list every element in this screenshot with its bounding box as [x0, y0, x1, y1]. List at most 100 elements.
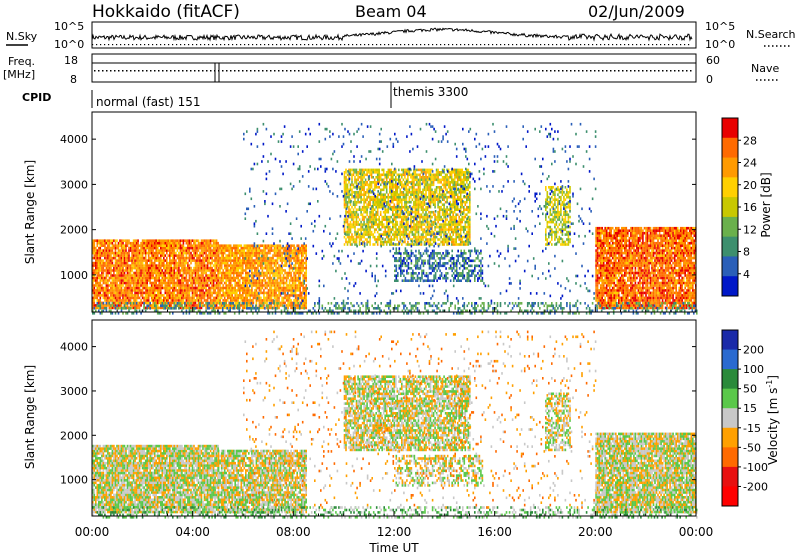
- heatmap-cell: [114, 269, 117, 272]
- heatmap-cell: [429, 225, 432, 229]
- heatmap-cell: [105, 256, 108, 260]
- heatmap-cell: [251, 291, 253, 295]
- heatmap-cell: [305, 276, 307, 280]
- heatmap-cell: [384, 230, 386, 234]
- heatmap-cell: [349, 225, 352, 229]
- heatmap-cell: [270, 271, 273, 275]
- heatmap-cell: [243, 269, 246, 272]
- heatmap-cell: [217, 291, 220, 295]
- heatmap-cell: [413, 215, 415, 219]
- heatmap-cell: [426, 186, 429, 189]
- heatmap-cell: [254, 284, 256, 287]
- heatmap-cell: [135, 286, 138, 290]
- heatmap-cell: [285, 259, 288, 262]
- heatmap-cell: [288, 256, 291, 260]
- heatmap-cell: [264, 271, 267, 275]
- heatmap-cell: [226, 254, 229, 257]
- heatmap-cell: [129, 286, 132, 290]
- heatmap-cell: [176, 254, 179, 257]
- heatmap-cell: [393, 213, 396, 216]
- heatmap-cell: [245, 274, 247, 277]
- heatmap-cell: [281, 246, 283, 250]
- heatmap-cell: [182, 249, 185, 252]
- heatmap-cell: [223, 294, 226, 297]
- heatmap-cell: [242, 246, 244, 250]
- heatmap-cell: [263, 274, 265, 277]
- heatmap-cell: [95, 296, 97, 300]
- heatmap-cell: [143, 271, 145, 275]
- heatmap-cell: [147, 299, 150, 302]
- heatmap-cell: [437, 215, 439, 219]
- heatmap-cell: [193, 291, 195, 295]
- heatmap-cell: [429, 171, 432, 174]
- heatmap-cell: [234, 296, 236, 300]
- heatmap-cell: [95, 251, 97, 255]
- heatmap-cell: [146, 291, 148, 295]
- heatmap-cell: [422, 235, 424, 239]
- heatmap-cell: [428, 233, 430, 236]
- heatmap-cell: [438, 225, 441, 229]
- heatmap-cell: [352, 225, 355, 229]
- heatmap-cell: [202, 294, 204, 297]
- heatmap-cell: [153, 244, 156, 247]
- heatmap-cell: [114, 289, 117, 292]
- heatmap-cell: [107, 286, 109, 290]
- heatmap-cell: [267, 249, 270, 252]
- heatmap-cell: [163, 264, 165, 267]
- heatmap-cell: [217, 299, 220, 302]
- heatmap-cell: [107, 304, 109, 307]
- heatmap-cell: [264, 291, 267, 295]
- heatmap-cell: [276, 281, 279, 285]
- heatmap-cell: [107, 296, 109, 300]
- heatmap-cell: [302, 306, 304, 310]
- heatmap-cell: [287, 306, 289, 310]
- heatmap-cell: [293, 276, 295, 280]
- heatmap-cell: [390, 173, 393, 177]
- heatmap-cell: [214, 276, 216, 280]
- heatmap-cell: [140, 256, 142, 260]
- heatmap-cell: [223, 264, 226, 267]
- heatmap-cell: [419, 200, 421, 204]
- heatmap-cell: [108, 306, 111, 310]
- heatmap-cell: [361, 235, 364, 239]
- heatmap-cell: [425, 195, 427, 199]
- heatmap-cell: [111, 249, 114, 252]
- heatmap-cell: [93, 291, 96, 295]
- heatmap-cell: [395, 243, 397, 246]
- heatmap-cell: [261, 271, 264, 275]
- heatmap-cell: [161, 246, 164, 250]
- heatmap-cell: [131, 276, 133, 280]
- heatmap-cell: [288, 274, 291, 277]
- heatmap-cell: [132, 266, 135, 270]
- heatmap-cell: [293, 286, 295, 290]
- heatmap-cell: [360, 188, 362, 192]
- heatmap-cell: [219, 269, 221, 272]
- heatmap-cell: [346, 228, 349, 231]
- heatmap-cell: [278, 254, 280, 257]
- heatmap-cell: [152, 291, 154, 295]
- heatmap-cell: [358, 243, 361, 246]
- heatmap-cell: [242, 266, 244, 270]
- heatmap-cell: [291, 249, 294, 252]
- heatmap-cell: [158, 259, 160, 262]
- heatmap-cell: [381, 193, 383, 196]
- heatmap-cell: [299, 266, 301, 270]
- heatmap-cell: [431, 183, 433, 187]
- heatmap-cell: [205, 281, 207, 285]
- heatmap-cell: [117, 279, 120, 282]
- heatmap-cell: [228, 254, 230, 257]
- heatmap-cell: [242, 256, 244, 260]
- heatmap-cell: [429, 193, 432, 196]
- heatmap-cell: [404, 208, 406, 211]
- heatmap-cell: [196, 251, 198, 255]
- heatmap-cell: [150, 299, 153, 302]
- heatmap-cell: [125, 296, 127, 300]
- heatmap-cell: [144, 259, 147, 262]
- heatmap-cell: [229, 271, 232, 275]
- heatmap-cell: [413, 225, 415, 229]
- heatmap-cell: [225, 286, 227, 290]
- heatmap-cell: [153, 251, 156, 255]
- heatmap-cell: [270, 291, 273, 295]
- heatmap-cell: [300, 296, 303, 300]
- heatmap-cell: [354, 203, 356, 206]
